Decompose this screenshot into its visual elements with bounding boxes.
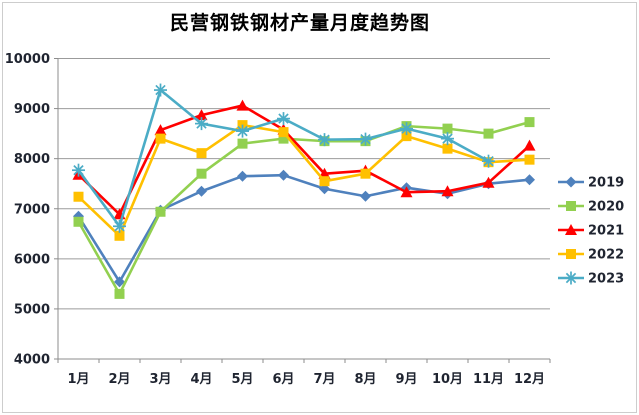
y-axis-label: 7000 (14, 202, 50, 217)
data-point-square (566, 249, 576, 259)
data-point-square (73, 191, 84, 202)
legend-label: 2022 (588, 248, 624, 263)
data-point-triangle (482, 176, 495, 188)
data-point-asterisk (154, 83, 167, 97)
data-point-asterisk (195, 117, 208, 131)
x-axis-label: 3月 (149, 372, 171, 387)
x-axis-label: 5月 (231, 372, 253, 387)
data-point-square (114, 288, 125, 299)
data-point-asterisk (277, 112, 290, 126)
legend-item-2021: 2021 (558, 224, 624, 239)
data-point-square (278, 133, 289, 144)
series-2022 (73, 120, 535, 241)
data-point-asterisk (482, 154, 495, 168)
axis-ticks (54, 58, 551, 363)
legend: 2019 2020 2021 2022 2023 (558, 176, 624, 287)
series-line-2021 (77, 104, 531, 216)
data-point-square (566, 201, 576, 211)
data-point-square (401, 131, 412, 142)
data-point-square (73, 216, 84, 227)
y-axis-label: 9000 (14, 102, 50, 117)
legend-label: 2019 (588, 176, 624, 191)
data-point-square (155, 133, 166, 144)
data-point-triangle (400, 186, 413, 198)
data-point-diamond (114, 276, 125, 288)
data-point-square (319, 176, 330, 187)
series-2021 (72, 99, 536, 220)
x-axis-label: 9月 (395, 372, 417, 387)
data-point-diamond (196, 185, 207, 197)
data-point-square (155, 206, 166, 217)
x-axis-label: 4月 (190, 372, 212, 387)
series-2020 (73, 117, 535, 299)
data-point-asterisk (400, 122, 413, 136)
series-line-2019 (77, 173, 531, 284)
x-axis-label: 7月 (313, 372, 335, 387)
series-line-2020 (77, 120, 531, 296)
data-point-asterisk (113, 219, 126, 233)
y-axis-label: 4000 (14, 353, 50, 368)
chart-title: 民营钢铁钢材产量月度趋势图 (169, 12, 430, 34)
data-point-square (196, 168, 207, 179)
series-line-2022 (77, 123, 531, 238)
data-point-asterisk (441, 132, 454, 146)
data-point-square (237, 138, 248, 149)
data-point-square (483, 128, 494, 139)
y-axis-label: 5000 (14, 302, 50, 317)
x-axis-label: 10月 (432, 372, 463, 387)
data-point-triangle (565, 224, 577, 235)
y-axis-label: 8000 (14, 152, 50, 167)
data-point-diamond (278, 169, 289, 181)
data-point-square (524, 117, 535, 128)
data-point-square (196, 148, 207, 159)
legend-item-2020: 2020 (558, 200, 624, 215)
y-axis-label: 10000 (5, 52, 50, 67)
data-point-asterisk (72, 163, 85, 177)
data-point-diamond (565, 176, 577, 188)
legend-label: 2020 (588, 200, 624, 215)
x-axis-label: 8月 (354, 372, 376, 387)
legend-item-2023: 2023 (558, 271, 624, 287)
legend-item-2022: 2022 (558, 248, 624, 263)
data-point-square (442, 143, 453, 154)
data-point-square (360, 168, 371, 179)
data-point-square (442, 123, 453, 134)
legend-label: 2023 (588, 272, 624, 287)
series-line-2023 (77, 88, 490, 228)
legend-item-2019: 2019 (558, 176, 624, 191)
series-2023 (72, 83, 495, 233)
x-axis-label: 11月 (473, 372, 504, 387)
data-point-diamond (360, 190, 371, 202)
x-axis-label: 6月 (272, 372, 294, 387)
data-point-triangle (236, 99, 249, 111)
data-point-triangle (154, 124, 167, 136)
y-axis-labels: 4000 5000 6000 7000 8000 9000 10000 (5, 52, 50, 368)
data-point-asterisk (359, 132, 372, 146)
y-axis-label: 6000 (14, 252, 50, 267)
data-point-square (114, 230, 125, 241)
data-point-diamond (524, 174, 535, 186)
data-point-square (524, 154, 535, 165)
data-point-triangle (441, 185, 454, 197)
data-point-asterisk (564, 271, 578, 285)
data-point-asterisk (236, 124, 249, 138)
x-axis-label: 12月 (514, 372, 545, 387)
data-point-triangle (523, 139, 536, 151)
data-point-diamond (237, 170, 248, 182)
data-point-triangle (195, 109, 208, 121)
data-point-square (278, 127, 289, 138)
x-axis-label: 1月 (67, 372, 89, 387)
legend-label: 2021 (588, 224, 624, 239)
data-point-asterisk (318, 133, 331, 147)
x-axis-label: 2月 (108, 372, 130, 387)
x-axis-labels: 1月 2月 3月 4月 5月 6月 7月 8月 9月 10月 11月 12月 (67, 372, 545, 387)
